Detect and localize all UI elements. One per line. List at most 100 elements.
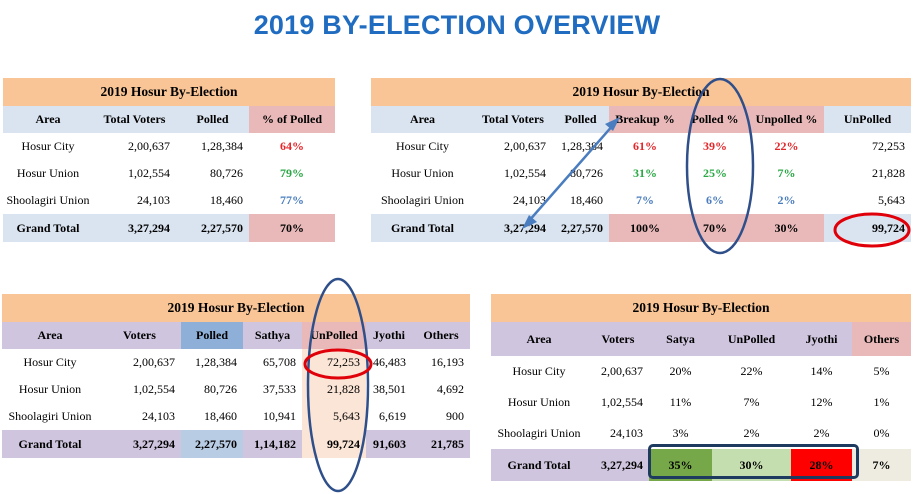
table-row: Hosur City 2,00,637 1,28,384 61% 39% 22%… <box>371 133 911 160</box>
polled-percent-cell: 39% <box>703 139 727 153</box>
area-cell: Hosur Union <box>391 166 454 180</box>
grand-total-row: Grand Total 3,27,294 35% 30% 28% 7% <box>491 449 911 481</box>
grand-total-polled: 2,27,570 <box>176 214 249 242</box>
area-cell: Shoolagiri Union <box>381 193 464 207</box>
polled-cell: 1,28,384 <box>561 139 603 153</box>
grand-total-polled: 2,27,570 <box>552 214 609 242</box>
voters-cell: 1,02,554 <box>133 382 175 396</box>
jyothi-cell: 2% <box>813 426 830 440</box>
others-cell: 900 <box>446 409 464 423</box>
column-header-others: Others <box>852 322 911 356</box>
breakup-table: 2019 Hosur By-Election Area Total Voters… <box>371 78 911 242</box>
table-row: Hosur Union 1,02,554 80,726 79% <box>3 160 335 187</box>
grand-total-voters: 3,27,294 <box>93 214 176 242</box>
polled-cell: 18,460 <box>570 193 603 207</box>
grand-total-others: 7% <box>852 449 911 481</box>
table-caption: 2019 Hosur By-Election <box>371 78 911 106</box>
breakup-cell: 61% <box>633 139 657 153</box>
polled-cell: 18,460 <box>210 193 243 207</box>
grand-total-label: Grand Total <box>371 214 474 242</box>
jyothi-cell: 14% <box>810 364 833 378</box>
column-header-area: Area <box>3 106 93 133</box>
votes-by-candidate-table: 2019 Hosur By-Election Area Voters Polle… <box>2 294 470 458</box>
summary-table-polled-percentage: 2019 Hosur By-Election Area Total Voters… <box>3 78 335 242</box>
grand-total-row: Grand Total 3,27,294 2,27,570 70% <box>3 214 335 242</box>
breakup-cell: 31% <box>633 166 657 180</box>
area-cell: Hosur City <box>512 364 566 378</box>
column-header-unpolled: UnPolled <box>302 322 366 349</box>
grand-total-polled-percent: 70% <box>681 214 749 242</box>
grand-total-polled: 2,27,570 <box>181 430 243 458</box>
grand-total-percent: 70% <box>249 214 335 242</box>
unpolled-percent-cell: 22% <box>774 139 799 153</box>
unpolled-cell: 72,253 <box>872 139 905 153</box>
polled-cell: 80,726 <box>204 382 237 396</box>
grand-total-unpolled: 99,724 <box>302 430 366 458</box>
page-title: 2019 BY-ELECTION OVERVIEW <box>253 10 661 40</box>
voters-cell: 24,103 <box>137 193 170 207</box>
satya-cell: 11% <box>669 395 692 409</box>
percent-cell: 64% <box>280 139 304 153</box>
table-row: Hosur Union 1,02,554 11% 7% 12% 1% <box>491 387 911 418</box>
table-caption: 2019 Hosur By-Election <box>3 78 335 106</box>
area-cell: Hosur Union <box>16 166 80 180</box>
column-header-unpolled: UnPolled <box>712 322 791 356</box>
unpolled-cell: 7% <box>743 395 760 409</box>
sathya-cell: 10,941 <box>263 409 296 423</box>
column-header-unpolled-percent: Unpolled % <box>749 106 824 133</box>
satya-cell: 20% <box>669 364 692 378</box>
grand-total-satya: 35% <box>649 449 712 481</box>
breakup-cell: 7% <box>636 193 654 207</box>
grand-total-unpolled-percent: 30% <box>749 214 824 242</box>
grand-total-voters: 3,27,294 <box>587 449 649 481</box>
grand-total-highlight-box <box>648 444 859 479</box>
column-header-polled: Polled <box>181 322 243 349</box>
unpolled-percent-cell: 7% <box>777 166 796 180</box>
grand-total-label: Grand Total <box>3 214 93 242</box>
area-cell: Hosur Union <box>18 382 82 396</box>
column-header-percent-polled: % of Polled <box>249 106 335 133</box>
table-caption: 2019 Hosur By-Election <box>2 294 470 322</box>
jyothi-cell: 6,619 <box>379 409 406 423</box>
satya-cell: 3% <box>672 426 689 440</box>
others-cell: 5% <box>873 364 890 378</box>
table-caption: 2019 Hosur By-Election <box>491 294 911 322</box>
table-row: Shoolagiri Union 24,103 18,460 7% 6% 2% … <box>371 187 911 214</box>
polled-cell: 1,28,384 <box>201 139 243 153</box>
others-cell: 0% <box>873 426 890 440</box>
unpolled-cell: 21,828 <box>302 376 366 403</box>
grand-total-label: Grand Total <box>2 430 98 458</box>
area-cell: Shoolagiri Union <box>8 409 92 423</box>
column-header-jyothi: Jyothi <box>366 322 412 349</box>
column-header-others: Others <box>412 322 470 349</box>
area-cell: Shoolagiri Union <box>497 426 581 440</box>
area-cell: Hosur City <box>23 355 77 369</box>
unpolled-cell: 21,828 <box>872 166 905 180</box>
unpolled-cell: 72,253 <box>302 349 366 376</box>
grand-total-row: Grand Total 3,27,294 2,27,570 1,14,182 9… <box>2 430 470 458</box>
jyothi-cell: 46,483 <box>373 355 406 369</box>
column-header-area: Area <box>371 106 474 133</box>
table-row: Shoolagiri Union 24,103 18,460 77% <box>3 187 335 214</box>
grand-total-unpolled: 99,724 <box>824 214 911 242</box>
area-cell: Shoolagiri Union <box>6 193 90 207</box>
column-header-voters: Voters <box>98 322 181 349</box>
column-header-total-voters: Total Voters <box>474 106 552 133</box>
table-row: Hosur City 2,00,637 1,28,384 64% <box>3 133 335 160</box>
voters-cell: 2,00,637 <box>504 139 546 153</box>
column-header-polled: Polled <box>176 106 249 133</box>
column-header-area: Area <box>491 322 587 356</box>
others-cell: 1% <box>873 395 890 409</box>
table-row: Hosur Union 1,02,554 80,726 31% 25% 7% 2… <box>371 160 911 187</box>
grand-total-unpolled: 30% <box>712 449 791 481</box>
column-header-polled: Polled <box>552 106 609 133</box>
voters-cell: 1,02,554 <box>128 166 170 180</box>
grand-total-breakup: 100% <box>609 214 681 242</box>
column-header-polled-percent: Polled % <box>681 106 749 133</box>
area-cell: Hosur City <box>395 139 449 153</box>
polled-cell: 18,460 <box>204 409 237 423</box>
grand-total-others: 21,785 <box>412 430 470 458</box>
sathya-cell: 37,533 <box>263 382 296 396</box>
voters-cell: 1,02,554 <box>504 166 546 180</box>
unpolled-cell: 5,643 <box>878 193 905 207</box>
